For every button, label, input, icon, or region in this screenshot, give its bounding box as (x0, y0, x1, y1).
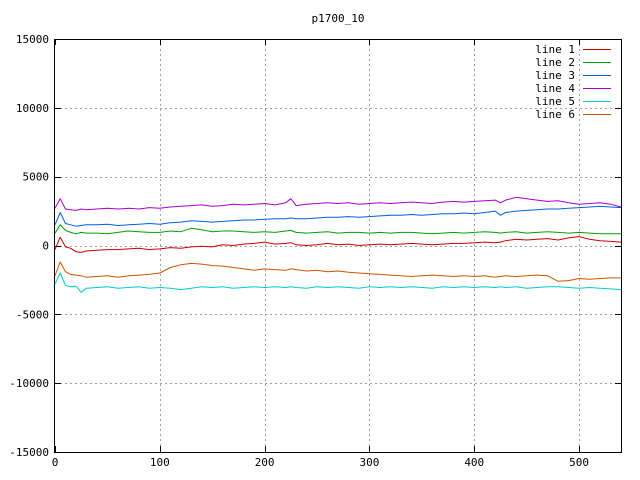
x-tick-label: 400 (464, 456, 484, 469)
legend-label: line 5 (535, 95, 575, 108)
legend-label: line 1 (535, 43, 575, 56)
series-line-6 (54, 261, 621, 282)
y-tick-label: 15000 (16, 33, 49, 46)
legend-label: line 3 (535, 69, 575, 82)
y-tick-label: 5000 (23, 171, 50, 184)
y-tick-label: -5000 (16, 308, 49, 321)
y-tick-label: 10000 (16, 102, 49, 115)
x-tick-label: 300 (360, 456, 380, 469)
x-tick-label: 200 (255, 456, 275, 469)
series-line-1 (54, 236, 622, 253)
y-tick-label: 0 (42, 240, 49, 253)
x-tick-label: 500 (569, 456, 589, 469)
legend-label: line 4 (535, 82, 575, 95)
plot-frame (54, 39, 622, 453)
series-line-5 (54, 272, 622, 293)
series-layer (54, 196, 622, 293)
series-line-4 (54, 196, 622, 211)
legend-label: line 2 (535, 56, 575, 69)
chart-title: p1700_10 (312, 12, 365, 25)
x-tick-label: 100 (150, 456, 170, 469)
series-line-2 (54, 224, 621, 235)
grid-layer (55, 39, 621, 452)
x-tick-label: 0 (52, 456, 59, 469)
legend-label: line 6 (535, 108, 575, 121)
y-tick-label: -10000 (9, 377, 49, 390)
y-tick-label: -15000 (9, 446, 49, 459)
tick-layer: 0 100 200 300 400 500 -15000 -10000 -5000 0 5000 10… (9, 33, 621, 469)
series-line-3 (54, 205, 622, 227)
